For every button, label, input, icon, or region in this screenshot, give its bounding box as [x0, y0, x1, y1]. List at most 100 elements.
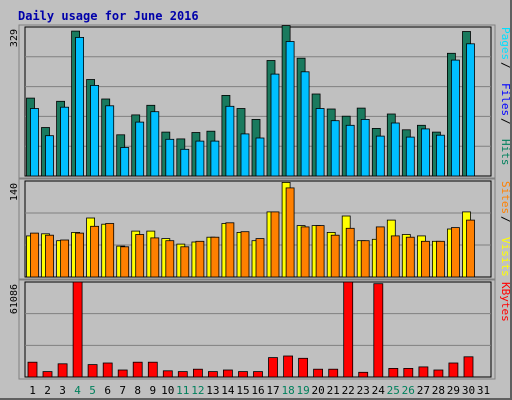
x-tick-label: 21 [327, 384, 340, 397]
bar-files-day-12 [195, 140, 205, 177]
bar-files-day-15 [240, 133, 250, 177]
bar-files-day-9 [150, 111, 160, 177]
bar-sites-day-27 [420, 240, 430, 278]
x-tick-label: 25 [387, 384, 400, 397]
bar-sites-day-30 [466, 219, 475, 278]
y-max-label: 329 [9, 29, 20, 47]
x-tick-label: 1 [29, 384, 36, 397]
panel-plot-area [24, 281, 492, 378]
bar-files-day-2 [45, 135, 54, 177]
bar-files-day-10 [165, 138, 175, 177]
chart-title: Daily usage for June 2016 [18, 9, 199, 23]
bar-files-day-26 [405, 136, 415, 177]
bar-files-day-17 [270, 73, 280, 177]
bar-kbytes-day-4 [72, 281, 83, 378]
bar-kbytes-day-20 [313, 368, 324, 378]
bar-files-day-20 [315, 108, 325, 177]
bar-files-day-24 [375, 135, 385, 177]
bar-kbytes-day-27 [418, 366, 429, 378]
y-max-label: 140 [9, 183, 20, 201]
bar-sites-day-11 [180, 246, 190, 278]
bar-kbytes-day-15 [238, 371, 248, 378]
bar-sites-day-20 [315, 225, 325, 278]
legend-files: Files [499, 83, 512, 116]
bar-files-day-6 [105, 105, 115, 177]
bar-sites-day-10 [165, 240, 175, 278]
bar-kbytes-day-19 [298, 357, 309, 378]
bar-files-day-19 [300, 71, 310, 177]
legend-hits: Hits [499, 139, 512, 166]
x-tick-label: 9 [149, 384, 156, 397]
bar-files-day-8 [135, 121, 145, 177]
x-tick-label: 26 [402, 384, 415, 397]
x-tick-label: 19 [296, 384, 309, 397]
bar-kbytes-day-9 [147, 361, 158, 378]
bar-files-day-3 [60, 106, 69, 177]
bar-files-day-28 [435, 134, 445, 177]
bar-files-day-13 [210, 140, 220, 177]
x-tick-label: 11 [176, 384, 189, 397]
bar-files-day-18 [285, 41, 295, 177]
bar-files-day-7 [120, 147, 130, 177]
bar-kbytes-day-24 [373, 283, 384, 378]
bar-kbytes-day-6 [102, 362, 113, 378]
x-tick-label: 17 [266, 384, 279, 397]
x-tick-label: 16 [251, 384, 264, 397]
bar-kbytes-day-7 [117, 369, 128, 378]
bar-kbytes-day-28 [433, 369, 444, 378]
x-tick-label: 27 [417, 384, 430, 397]
bar-sites-day-19 [300, 226, 310, 278]
legend-pages: Pages [499, 27, 512, 60]
bar-sites-day-7 [120, 246, 130, 278]
bar-sites-day-24 [375, 226, 385, 278]
x-tick-label: 7 [119, 384, 126, 397]
y-max-label: 61086 [9, 284, 20, 314]
legend-separator: / [499, 216, 512, 223]
bar-files-day-23 [360, 119, 370, 177]
x-tick-label: 15 [236, 384, 249, 397]
bar-sites-day-17 [270, 211, 280, 278]
bar-kbytes-day-1 [27, 361, 38, 378]
bar-sites-day-9 [150, 237, 160, 278]
bar-sites-day-22 [345, 227, 355, 278]
x-tick-label: 3 [59, 384, 66, 397]
bar-kbytes-day-23 [358, 371, 369, 378]
bar-kbytes-day-22 [343, 281, 354, 378]
x-tick-label: 29 [447, 384, 460, 397]
bar-files-day-11 [180, 148, 190, 177]
bar-files-day-5 [90, 85, 99, 177]
bar-sites-day-4 [75, 232, 84, 278]
x-tick-label: 20 [311, 384, 324, 397]
bar-files-day-22 [345, 124, 355, 177]
bar-sites-day-25 [390, 235, 400, 278]
bar-kbytes-day-21 [328, 368, 339, 378]
x-tick-label: 2 [44, 384, 51, 397]
bar-kbytes-day-17 [268, 357, 278, 378]
x-tick-label: 5 [89, 384, 96, 397]
bar-kbytes-day-2 [42, 371, 53, 378]
x-tick-label: 24 [372, 384, 386, 397]
x-tick-label: 8 [134, 384, 141, 397]
bar-kbytes-day-29 [448, 362, 459, 378]
bar-files-day-21 [330, 120, 340, 177]
bar-sites-day-16 [255, 238, 265, 278]
bar-kbytes-day-11 [177, 371, 188, 378]
x-tick-label: 14 [221, 384, 235, 397]
legend-separator: / [499, 62, 512, 69]
bar-kbytes-day-5 [87, 364, 98, 378]
bar-files-day-1 [30, 108, 39, 177]
bar-files-day-4 [75, 37, 84, 177]
bar-kbytes-day-26 [403, 367, 414, 378]
bar-sites-day-18 [285, 187, 295, 278]
bar-sites-day-23 [360, 240, 370, 278]
x-tick-label: 6 [104, 384, 111, 397]
bar-sites-day-5 [90, 225, 99, 278]
legend-kbytes: KBytes [499, 282, 512, 322]
bar-files-day-27 [420, 128, 430, 177]
x-tick-label: 12 [191, 384, 204, 397]
bar-sites-day-29 [450, 227, 460, 278]
bar-sites-day-2 [45, 234, 54, 278]
x-tick-label: 30 [462, 384, 475, 397]
bar-sites-day-3 [60, 239, 69, 278]
